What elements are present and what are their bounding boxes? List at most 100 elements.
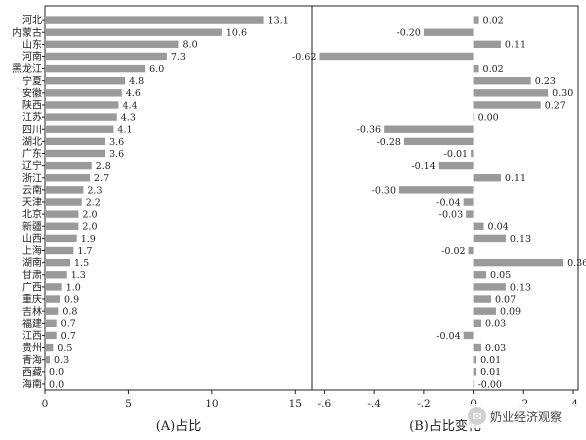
data-label: 0.07 xyxy=(495,294,516,305)
panel-a-share: 13.1 河北 10.6 内蒙古 8.0 山东 7.3 河南 6.0 黑龙江 4.8 宁夏 4.6 安徽 4… xyxy=(12,5,313,434)
bar xyxy=(473,222,484,230)
category-label: 北京 xyxy=(22,208,42,221)
bar xyxy=(45,198,82,206)
category-label: 青海 xyxy=(22,353,42,366)
bar xyxy=(45,380,46,388)
data-label: 2.0 xyxy=(82,210,97,221)
data-label: -0.36 xyxy=(357,125,381,136)
data-label: 1.5 xyxy=(74,258,89,269)
data-label: -0.28 xyxy=(377,137,401,148)
x-tick-label: 0 xyxy=(42,398,49,410)
bar xyxy=(45,343,54,352)
bar xyxy=(473,234,506,243)
data-label: 0.23 xyxy=(535,76,556,87)
data-label: -0.02 xyxy=(441,246,465,257)
bar xyxy=(473,355,477,364)
bar xyxy=(45,271,67,279)
data-label: -0.00 xyxy=(478,379,502,390)
bar xyxy=(399,186,474,194)
bar xyxy=(45,368,46,376)
data-label: 1.0 xyxy=(66,282,81,293)
category-label: 广东 xyxy=(22,147,42,160)
data-label: 4.4 xyxy=(122,100,137,111)
bar xyxy=(403,137,474,146)
x-tick-label: 15 xyxy=(289,398,302,410)
category-label: 云南 xyxy=(22,183,42,196)
category-label: 福建 xyxy=(22,317,42,330)
bar xyxy=(473,89,549,97)
bar xyxy=(45,64,146,73)
bar xyxy=(45,222,79,230)
bar xyxy=(45,210,79,218)
data-label: -0.20 xyxy=(396,28,420,39)
bar xyxy=(473,283,506,291)
bar xyxy=(45,307,59,315)
category-label: 辽宁 xyxy=(22,159,42,172)
bar xyxy=(463,198,474,206)
category-label: 河南 xyxy=(22,50,42,63)
category-label: 贵州 xyxy=(22,341,42,354)
bar xyxy=(473,343,482,352)
data-label: 10.6 xyxy=(226,28,247,39)
bar xyxy=(473,307,496,315)
data-label: -0.01 xyxy=(444,149,468,160)
data-label: 2.7 xyxy=(94,173,109,184)
bar xyxy=(45,174,91,182)
panel-b-share-change: 0.02 -0.20 0.11 -0.62 0.02 0.230.300.27 0.00 -0… xyxy=(292,5,586,434)
x-tick-label: -.4 xyxy=(367,398,381,410)
data-label: -0.03 xyxy=(439,210,463,221)
bar xyxy=(473,16,479,24)
bar xyxy=(45,28,222,36)
bar xyxy=(473,295,491,303)
category-label: 山东 xyxy=(22,38,42,51)
data-label: 0.9 xyxy=(64,294,79,305)
bar xyxy=(473,368,477,376)
bar xyxy=(45,161,92,170)
data-label: -0.14 xyxy=(411,161,435,172)
data-label: 0.0 xyxy=(49,379,64,390)
x-axis-label: (B)占比变化 xyxy=(409,418,481,434)
data-label: 3.6 xyxy=(109,149,124,160)
data-label: 0.13 xyxy=(510,234,531,245)
data-label: 0.02 xyxy=(483,64,504,75)
bar xyxy=(45,16,264,24)
bar xyxy=(45,331,57,340)
bar xyxy=(473,271,487,279)
data-label: 13.1 xyxy=(268,15,289,26)
data-label: 4.1 xyxy=(117,125,132,136)
data-label: 0.00 xyxy=(478,112,499,123)
category-label: 山西 xyxy=(22,233,42,245)
bar xyxy=(466,210,474,218)
data-label: -0.04 xyxy=(436,197,460,208)
data-label: 7.3 xyxy=(171,52,186,63)
category-label: 陕西 xyxy=(22,99,42,112)
category-label: 黑龙江 xyxy=(12,62,42,75)
bar xyxy=(45,113,117,121)
bar xyxy=(468,246,474,255)
category-label: 甘肃 xyxy=(22,268,42,281)
category-label: 海南 xyxy=(22,378,42,391)
category-label: 湖南 xyxy=(22,256,42,269)
category-label: 西藏 xyxy=(22,366,42,378)
bar xyxy=(45,295,61,303)
bar xyxy=(319,52,474,61)
bar xyxy=(45,355,51,364)
bar xyxy=(45,258,71,267)
x-tick-label: -.6 xyxy=(318,398,332,410)
bar xyxy=(471,149,474,158)
x-axis-label: (A)占比 xyxy=(156,419,202,434)
bar xyxy=(45,101,119,109)
x-tick-label: 10 xyxy=(205,398,218,410)
bar xyxy=(473,101,541,109)
category-label: 江西 xyxy=(22,330,42,342)
data-label: 8.0 xyxy=(183,40,198,51)
data-label: 1.3 xyxy=(71,270,86,281)
category-label: 宁夏 xyxy=(22,74,42,87)
data-label: 1.7 xyxy=(77,246,92,257)
bar xyxy=(473,258,564,267)
data-label: 0.01 xyxy=(480,367,501,378)
data-label: -0.04 xyxy=(436,331,460,342)
bar xyxy=(45,89,122,97)
bar xyxy=(45,246,74,255)
